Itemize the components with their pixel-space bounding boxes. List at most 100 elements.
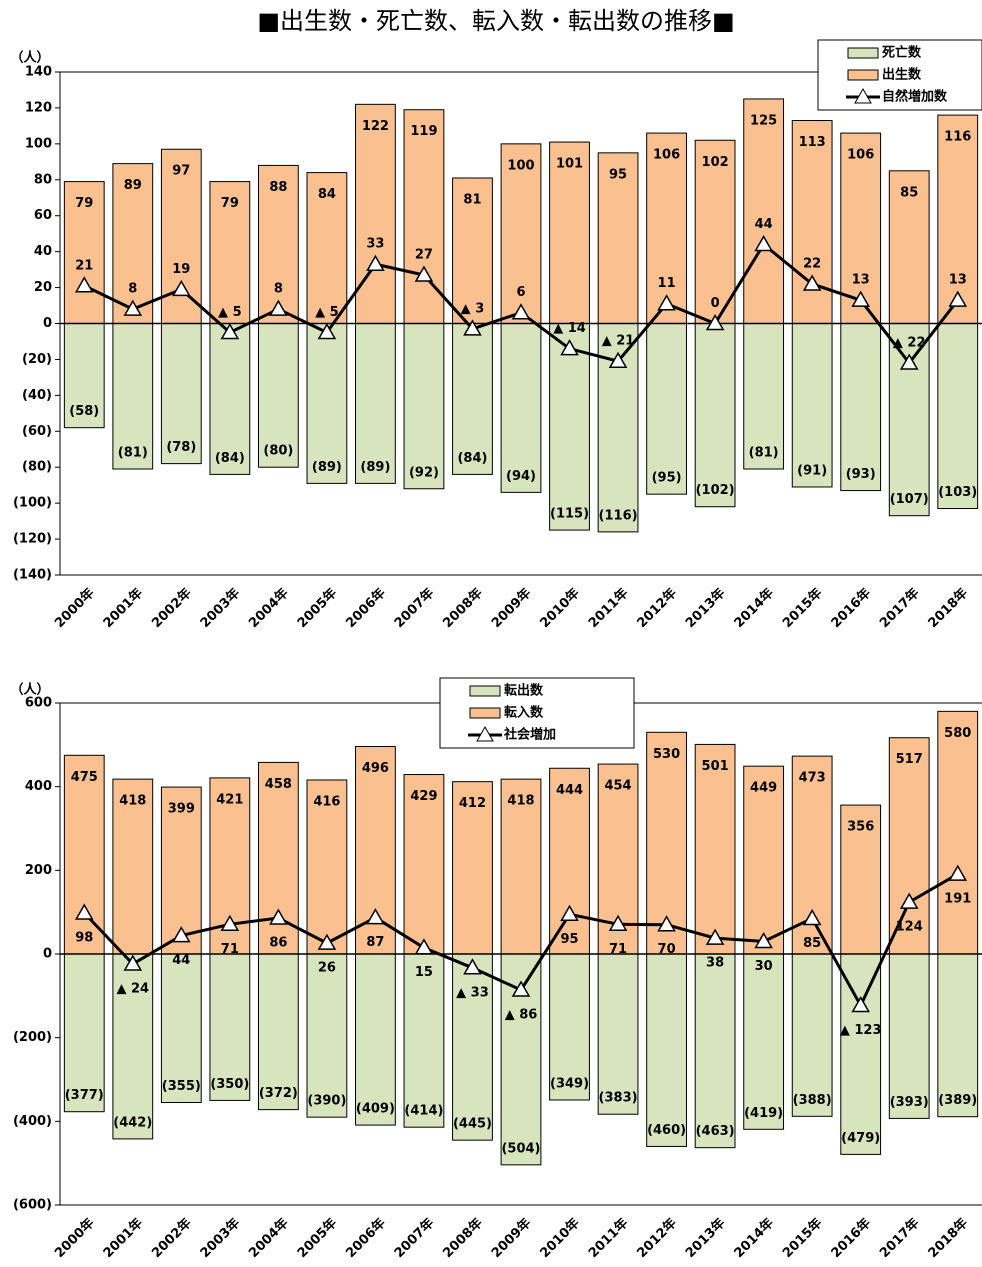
y-tick-label: (140) (13, 568, 52, 583)
data-label: 106 (847, 148, 874, 163)
data-label: 95 (560, 932, 578, 947)
bar (694, 743, 736, 955)
data-label: 517 (896, 752, 923, 767)
bar (209, 323, 251, 475)
data-label: (116) (599, 508, 638, 523)
data-label: 13 (949, 273, 967, 288)
x-tick-label: 2013年 (682, 585, 728, 631)
data-label: (78) (166, 440, 196, 455)
x-tick-label: 2015年 (779, 585, 825, 631)
bar (306, 323, 348, 484)
data-label: 97 (172, 164, 190, 179)
marker (269, 299, 288, 316)
data-label: 85 (900, 185, 918, 200)
marker (899, 892, 919, 909)
marker (220, 322, 240, 340)
bar (743, 98, 785, 324)
bar (63, 754, 105, 955)
x-tick-label: 2010年 (537, 1215, 583, 1261)
data-label: (414) (404, 1104, 443, 1119)
marker (608, 351, 628, 368)
bar (549, 953, 590, 1101)
marker (366, 254, 385, 271)
data-label: 11 (658, 276, 676, 291)
data-label: 85 (803, 936, 821, 951)
x-tick-label: 2016年 (828, 585, 874, 631)
data-label: 122 (362, 119, 389, 134)
x-tick-label: 2005年 (294, 1215, 340, 1261)
data-label: (80) (263, 444, 293, 459)
data-label: ▲ 3 (461, 301, 485, 316)
data-label: 399 (168, 802, 195, 817)
bar (888, 737, 930, 955)
x-tick-label: 2009年 (488, 1215, 534, 1261)
data-label: 86 (269, 936, 287, 951)
bar (500, 778, 542, 955)
bar (743, 953, 785, 1130)
y-tick-label: 20 (34, 280, 52, 295)
data-label: (389) (938, 1093, 977, 1108)
data-label: 475 (71, 770, 98, 785)
marker (366, 908, 385, 925)
data-label: 13 (852, 273, 870, 288)
data-label: 501 (702, 759, 729, 774)
data-label: 88 (269, 180, 287, 195)
data-label: (460) (647, 1123, 686, 1138)
data-label: 106 (653, 148, 680, 163)
bar (160, 323, 202, 465)
x-tick-label: 2000年 (51, 1215, 97, 1261)
data-label: 418 (507, 794, 534, 809)
y-tick-label: 0 (43, 316, 52, 331)
bar (306, 953, 348, 1118)
data-label: (479) (841, 1131, 880, 1146)
y-tick-label: (40) (22, 388, 52, 403)
data-label: 84 (318, 187, 336, 202)
data-label: 15 (415, 965, 433, 980)
data-label: 21 (75, 258, 93, 273)
bar (694, 139, 736, 324)
x-tick-label: 2004年 (246, 1215, 292, 1261)
chart-title: ■出生数・死亡数、転入数・転出数の推移■ (257, 7, 734, 35)
data-label: 44 (172, 953, 190, 968)
marker (948, 864, 968, 881)
bar (257, 953, 299, 1111)
marker (802, 908, 822, 926)
marker (463, 958, 482, 975)
marker (608, 914, 628, 932)
legend-swatch (847, 69, 879, 81)
marker (74, 903, 94, 920)
x-tick-label: 2003年 (197, 585, 243, 631)
bar (209, 953, 251, 1101)
bar (306, 779, 348, 955)
legend-swatch (469, 685, 501, 697)
data-label: ▲ 22 (893, 336, 926, 351)
bar (791, 953, 833, 1117)
y-tick-label: (80) (22, 460, 52, 475)
y-axis-label: （人） (10, 50, 49, 66)
marker (463, 319, 482, 336)
legend-label: 転入数 (504, 705, 544, 721)
marker (220, 914, 240, 932)
data-label: 0 (711, 296, 720, 311)
data-label: ▲ 33 (456, 985, 489, 1000)
data-label: 429 (410, 789, 437, 804)
data-label: 27 (415, 247, 433, 262)
y-tick-label: (400) (13, 1114, 52, 1129)
data-label: ▲ 123 (840, 1023, 882, 1038)
data-label: (84) (457, 451, 487, 466)
data-label: 454 (604, 779, 631, 794)
data-label: 44 (755, 217, 773, 232)
data-label: 416 (313, 794, 340, 809)
y-tick-label: 200 (25, 863, 52, 878)
x-tick-label: 2008年 (440, 585, 486, 631)
x-tick-label: 2002年 (149, 1215, 195, 1261)
x-tick-label: 2014年 (731, 1215, 777, 1261)
marker (560, 339, 579, 356)
data-label: 26 (318, 961, 336, 976)
data-label: (58) (69, 404, 99, 419)
legend-label: 出生数 (882, 67, 922, 83)
data-label: 100 (507, 158, 534, 173)
data-label: (349) (550, 1076, 589, 1091)
data-label: 89 (124, 178, 142, 193)
x-tick-label: 2015年 (779, 1215, 825, 1261)
